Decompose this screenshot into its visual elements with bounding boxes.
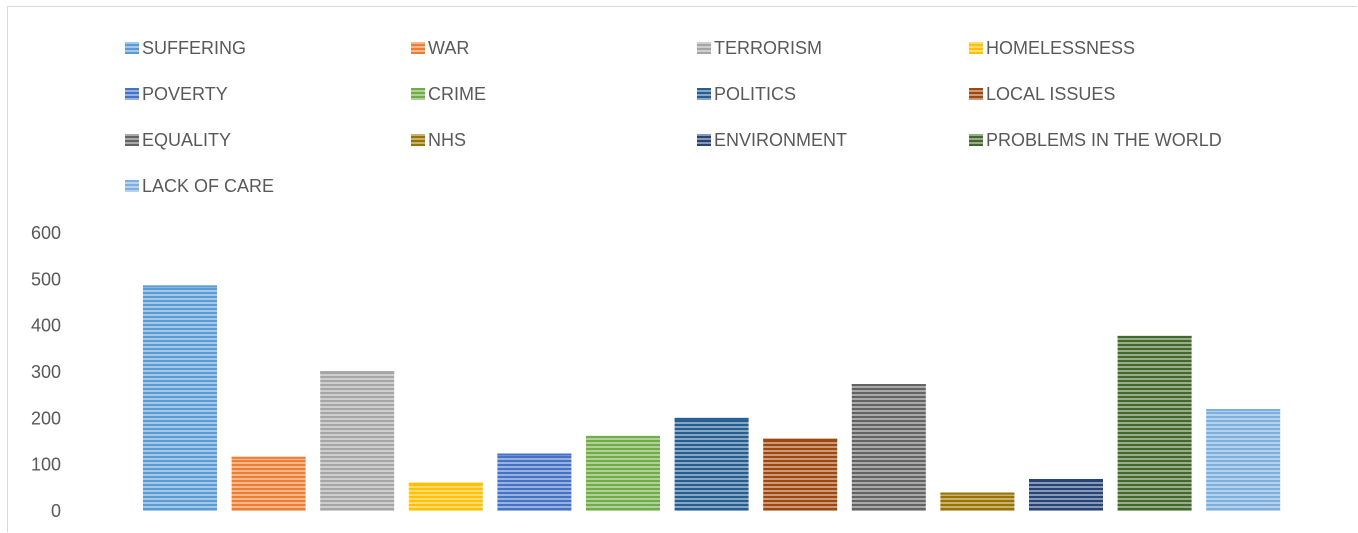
legend-item-nhs: NHS [411, 130, 466, 150]
legend-swatch [411, 134, 425, 146]
legend-item-environment: ENVIRONMENT [697, 130, 847, 150]
y-tick-label: 200 [31, 408, 61, 428]
legend-item-homelessness: HOMELESSNESS [969, 38, 1135, 58]
bar-top-edge [674, 417, 749, 420]
y-tick-label: 600 [31, 223, 61, 243]
legend-item-suffering: SUFFERING [125, 38, 246, 58]
legend-swatch [411, 88, 425, 100]
legend-item-poverty: POVERTY [125, 84, 228, 104]
legend-item-equality: EQUALITY [125, 130, 231, 150]
bars [143, 285, 1281, 511]
legend-label: LOCAL ISSUES [986, 84, 1115, 104]
y-axis: 0 100 200 300 400 500 600 [31, 223, 61, 521]
bar-lack-of-care [1206, 409, 1281, 511]
legend-swatch [125, 134, 139, 146]
legend: SUFFERING WAR TERRORISM HOMELESSNESS POVERTY… [125, 38, 1222, 196]
bar-politics [674, 417, 749, 511]
y-tick-label: 400 [31, 316, 61, 336]
bar-top-edge [1029, 479, 1103, 481]
chart-frame [7, 6, 1357, 532]
legend-item-local-issues: LOCAL ISSUES [969, 84, 1115, 104]
legend-label: TERRORISM [714, 38, 822, 58]
legend-label: EQUALITY [142, 130, 231, 150]
bar-homelessness [408, 482, 483, 511]
legend-label: CRIME [428, 84, 486, 104]
legend-item-problems-in-the-world: PROBLEMS IN THE WORLD [969, 130, 1222, 150]
y-tick-label: 0 [51, 501, 61, 521]
legend-swatch [969, 88, 983, 100]
bar-equality [851, 384, 926, 511]
legend-item-war: WAR [411, 38, 469, 58]
bar-terrorism [320, 371, 395, 511]
bar-top-edge [497, 453, 572, 456]
bar-top-edge [320, 371, 395, 374]
legend-label: LACK OF CARE [142, 176, 274, 196]
bar-top-edge [851, 384, 926, 386]
legend-label: POVERTY [142, 84, 228, 104]
bar-top-edge [940, 492, 1015, 495]
bar-crime [586, 435, 660, 511]
bar-top-edge [586, 435, 660, 438]
bar-top-edge [408, 482, 483, 485]
legend-swatch [125, 42, 139, 54]
bar-top-edge [231, 456, 306, 459]
legend-label: WAR [428, 38, 469, 58]
legend-label: HOMELESSNESS [986, 38, 1135, 58]
legend-label: ENVIRONMENT [714, 130, 847, 150]
legend-swatch [969, 42, 983, 54]
legend-label: NHS [428, 130, 466, 150]
bar-local-issues [763, 438, 838, 511]
bar-top-edge [1117, 335, 1192, 338]
legend-swatch [969, 134, 983, 146]
legend-label: SUFFERING [142, 38, 246, 58]
bar-war [231, 456, 306, 511]
bar-top-edge [1206, 409, 1281, 412]
bar-problems-in-the-world [1117, 335, 1192, 511]
bar-poverty [497, 453, 572, 511]
legend-item-politics: POLITICS [697, 84, 796, 104]
bar-top-edge [763, 438, 838, 441]
legend-swatch [125, 88, 139, 100]
legend-swatch [697, 42, 711, 54]
y-tick-label: 500 [31, 269, 61, 289]
legend-item-crime: CRIME [411, 84, 486, 104]
legend-swatch [411, 42, 425, 54]
legend-label: PROBLEMS IN THE WORLD [986, 130, 1222, 150]
legend-swatch [125, 180, 139, 192]
bar-environment [1029, 479, 1103, 511]
bar-nhs [940, 492, 1015, 511]
bar-suffering [143, 285, 217, 511]
y-tick-label: 300 [31, 362, 61, 382]
legend-item-terrorism: TERRORISM [697, 38, 822, 58]
legend-label: POLITICS [714, 84, 796, 104]
legend-swatch [697, 88, 711, 100]
y-tick-label: 100 [31, 455, 61, 475]
bar-top-edge [143, 285, 217, 288]
legend-swatch [697, 134, 711, 146]
legend-item-lack-of-care: LACK OF CARE [125, 176, 274, 196]
